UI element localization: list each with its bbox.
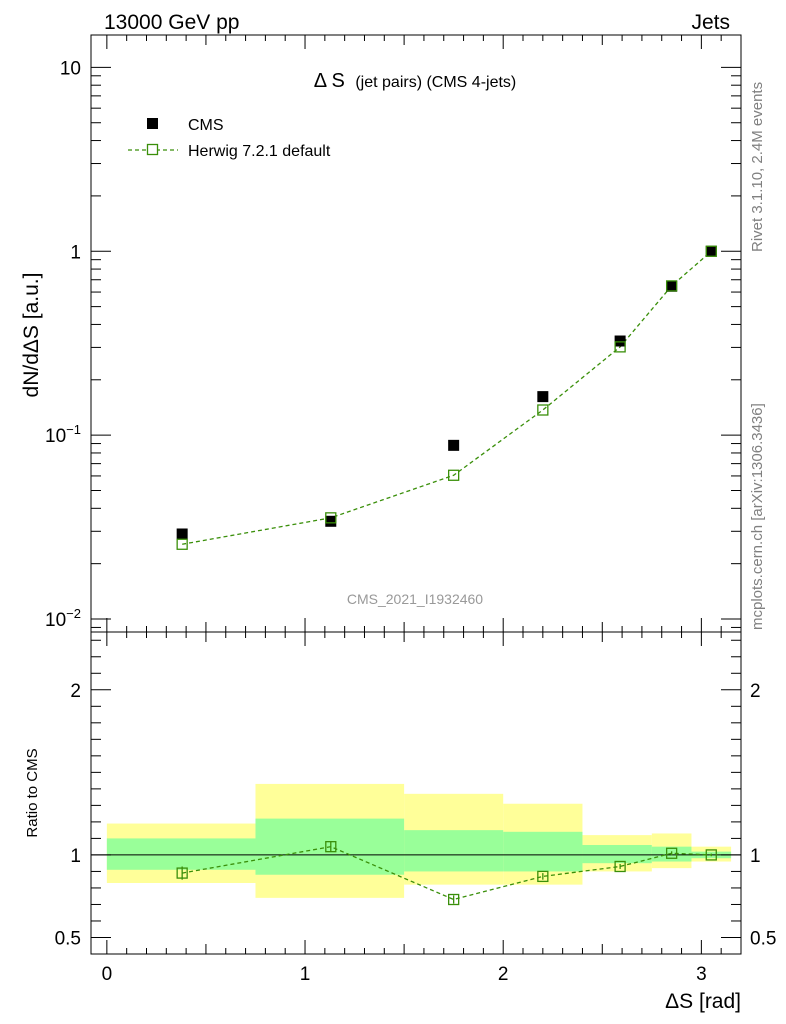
ratio-band-inner (106, 838, 256, 870)
main-y-tick-label-base: 10 (45, 426, 66, 447)
ratio-y-tick-label: 0.5 (55, 928, 81, 949)
plot-title: Δ S (jet pairs) (CMS 4-jets) (314, 70, 517, 92)
x-tick-label: 1 (300, 964, 311, 985)
ratio-panel: 0.5 0.5 1 1 2 2 0 1 2 3 Ratio to CMS ΔS [rad] (24, 631, 777, 1013)
herwig-point (705, 245, 717, 257)
herwig-ratio-point (176, 867, 188, 879)
cms-data-point (705, 245, 717, 257)
cms-data-point (666, 280, 678, 292)
cms-data-point (537, 391, 549, 403)
herwig-point (176, 538, 188, 550)
ratio-panel-frame (90, 631, 742, 955)
main-y-tick-label-base: 10 (45, 610, 66, 631)
main-y-axis-label: dN/dΔS [a.u.] (20, 273, 43, 398)
ratio-y-tick-label: 1 (70, 846, 81, 867)
main-y-tick-label-exp: −2 (66, 606, 81, 621)
cms-data-point (448, 439, 460, 451)
main-y-tick-label-base: 1 (70, 242, 81, 263)
herwig-ratio-point (665, 847, 678, 859)
ratio-series-layer (176, 841, 717, 906)
plot-title-rest: (jet pairs) (CMS 4-jets) (355, 74, 516, 91)
ratio-band-inner (503, 831, 583, 872)
legend-herwig-label: Herwig 7.2.1 default (188, 143, 331, 160)
cms-data-point (325, 515, 337, 527)
main-y-tick-label: 10 (60, 58, 81, 79)
ratio-x-tick-labels: 0 1 2 3 (102, 964, 707, 985)
herwig-ratio-point (325, 841, 337, 853)
main-series-layer (176, 245, 717, 550)
x-tick-label: 2 (498, 964, 509, 985)
herwig-ratio-point (614, 860, 626, 873)
herwig-point (614, 341, 626, 353)
rivet-version-label: Rivet 3.1.10, 2.4M events (749, 82, 766, 252)
ratio-y-tick-label-right: 1 (750, 846, 761, 867)
legend-cms-marker (147, 118, 158, 129)
herwig-curve (182, 250, 712, 545)
x-axis-label: ΔS [rad] (665, 990, 741, 1013)
cms-data-point (614, 335, 626, 347)
ratio-uncertainty-bands (106, 783, 732, 898)
ratio-y-tick-label: 2 (70, 681, 81, 702)
ratio-y-tick-label-right: 2 (750, 681, 761, 702)
main-y-tick-label: 1 (70, 242, 81, 263)
mcplots-source-label: mcplots.cern.ch [arXiv:1306.3436] (749, 403, 766, 630)
herwig-ratio-point (705, 849, 717, 861)
ratio-axis-ticks (91, 632, 741, 955)
ratio-y-tick-labels: 0.5 0.5 1 1 2 2 (55, 681, 777, 950)
plot-title-symbol: Δ S (314, 70, 345, 92)
main-y-tick-label: 10−2 (45, 606, 81, 631)
main-axis-ticks (91, 35, 741, 632)
analysis-watermark: CMS_2021_I1932460 (347, 591, 483, 607)
ratio-y-tick-label-right: 0.5 (750, 928, 776, 949)
main-y-tick-label: 10−1 (45, 422, 81, 447)
header-left-label: 13000 GeV pp (104, 11, 239, 34)
herwig-point (325, 512, 337, 524)
header-right-label: Jets (691, 11, 730, 34)
legend-cms-label: CMS (188, 117, 224, 134)
main-y-tick-label-exp: −1 (66, 422, 81, 437)
herwig-ratio-point (448, 893, 460, 906)
herwig-point (537, 404, 549, 416)
herwig-ratio-point (537, 870, 549, 883)
legend-herwig-marker (146, 143, 159, 156)
ratio-band-inner (582, 845, 652, 864)
herwig-point (448, 469, 460, 481)
herwig-point (665, 280, 678, 292)
x-tick-label: 3 (696, 964, 707, 985)
x-tick-label: 0 (102, 964, 113, 985)
legend: CMS Herwig 7.2.1 default (128, 117, 331, 160)
ratio-y-axis-label: Ratio to CMS (24, 748, 41, 837)
cms-data-point (176, 528, 188, 540)
ratio-band-inner (404, 830, 504, 872)
main-y-tick-label-base: 10 (60, 58, 81, 79)
